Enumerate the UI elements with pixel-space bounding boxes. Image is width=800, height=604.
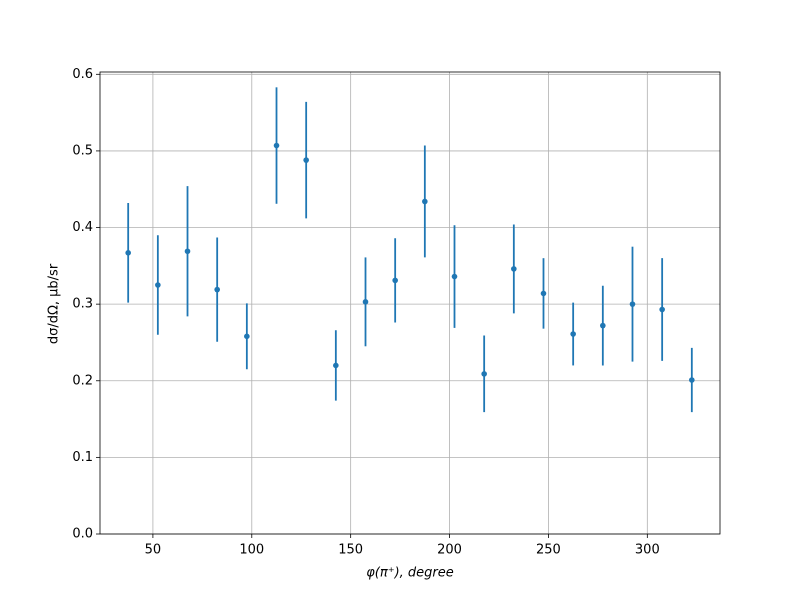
data-point xyxy=(214,286,220,293)
data-point xyxy=(333,362,339,369)
x-tick-label: 100 xyxy=(239,543,264,558)
y-axis-label: dσ/dΩ, μb/sr xyxy=(47,263,62,344)
y-tick-label: 0.0 xyxy=(72,527,93,542)
data-point xyxy=(155,282,161,288)
data-point xyxy=(451,273,458,280)
plot-frame xyxy=(99,71,721,535)
y-tick-label: 0.5 xyxy=(72,143,93,158)
data-point xyxy=(362,299,369,305)
data-point xyxy=(600,322,606,329)
data-point xyxy=(422,198,428,205)
data-point xyxy=(481,371,487,377)
x-axis-label: φ(π⁺), degree xyxy=(366,566,454,581)
x-tick-label: 150 xyxy=(338,543,363,558)
data-point xyxy=(273,142,280,149)
data-point xyxy=(303,157,309,163)
x-tick-label: 200 xyxy=(437,543,462,558)
y-tick-label: 0.4 xyxy=(72,220,93,235)
data-point xyxy=(392,277,398,284)
data-point xyxy=(540,290,547,297)
x-tick-label: 250 xyxy=(536,543,561,558)
data-point xyxy=(511,266,517,272)
data-point xyxy=(689,377,695,383)
data-point xyxy=(125,250,131,256)
x-tick-label: 50 xyxy=(145,543,162,558)
x-tick-label: 300 xyxy=(635,543,660,558)
y-tick-label: 0.6 xyxy=(72,67,93,82)
data-point xyxy=(629,301,636,307)
y-tick-label: 0.2 xyxy=(72,373,93,388)
data-point xyxy=(659,306,665,313)
y-tick-label: 0.3 xyxy=(72,297,93,312)
data-point xyxy=(570,331,576,337)
data-point xyxy=(244,333,250,340)
y-tick-label: 0.1 xyxy=(72,450,93,465)
data-point xyxy=(184,248,191,255)
